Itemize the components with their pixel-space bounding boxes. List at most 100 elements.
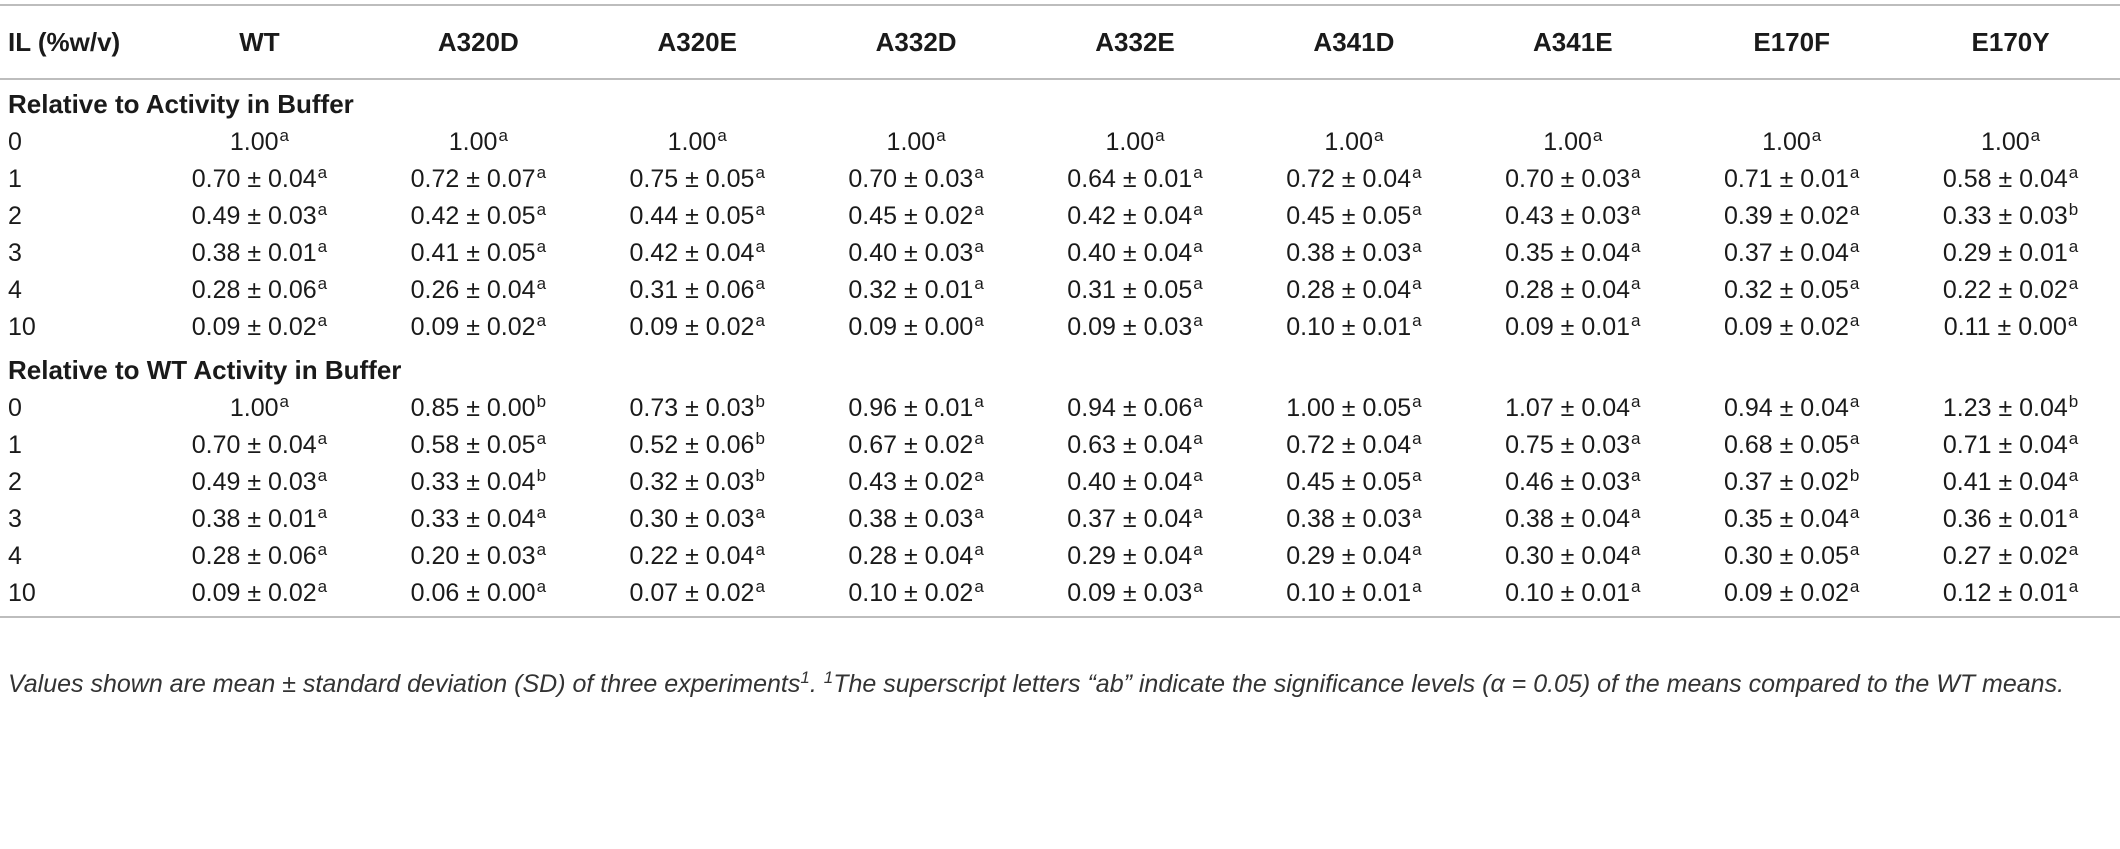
value-text: 0.09 ± 0.02 (410, 313, 536, 341)
value-cell: 0.31 ± 0.06a (588, 272, 807, 309)
significance-letter: a (536, 274, 547, 293)
value-cell: 0.49 ± 0.03a (150, 464, 369, 501)
value-cell: 1.00a (1026, 124, 1245, 161)
significance-letter: a (1631, 311, 1641, 330)
significance-letter: a (1193, 200, 1203, 219)
value-text: 0.38 ± 0.03 (1286, 505, 1412, 533)
value-cell: 0.68 ± 0.05a (1682, 427, 1901, 464)
value-text: 1.00 (667, 128, 717, 156)
value-cell: 0.40 ± 0.04a (1026, 235, 1245, 272)
significance-letter: a (1155, 126, 1165, 145)
value-cell: 0.41 ± 0.04a (1901, 464, 2120, 501)
significance-letter: a (536, 311, 547, 330)
value-cell: 0.09 ± 0.03a (1026, 309, 1245, 346)
value-text: 0.11 ± 0.00 (1943, 313, 2067, 341)
value-text: 0.09 ± 0.00 (848, 313, 974, 341)
value-cell: 0.27 ± 0.02a (1901, 538, 2120, 575)
significance-letter: a (755, 577, 765, 596)
value-text: 0.52 ± 0.06 (629, 431, 755, 459)
value-text: 0.71 ± 0.01 (1723, 165, 1849, 193)
value-text: 0.37 ± 0.02 (1723, 468, 1849, 496)
significance-letter: b (1849, 466, 1860, 485)
significance-letter: a (974, 503, 984, 522)
value-cell: 0.10 ± 0.01a (1244, 575, 1464, 618)
value-text: 0.75 ± 0.03 (1505, 431, 1631, 459)
value-text: 0.45 ± 0.05 (1286, 468, 1412, 496)
significance-letter: a (755, 311, 765, 330)
value-cell: 0.63 ± 0.04a (1026, 427, 1245, 464)
value-cell: 0.37 ± 0.04a (1026, 501, 1245, 538)
il-cell: 0 (8, 128, 22, 156)
value-text: 0.43 ± 0.02 (848, 468, 974, 496)
significance-letter: a (974, 311, 984, 330)
value-cell: 0.09 ± 0.02a (1682, 575, 1902, 618)
value-cell: 0.45 ± 0.05a (1244, 198, 1463, 235)
significance-letter: b (755, 392, 765, 411)
il-cell: 4 (8, 276, 22, 304)
significance-letter: a (2068, 466, 2079, 485)
significance-letter: a (1193, 311, 1203, 330)
significance-letter: b (536, 466, 547, 485)
significance-letter: a (536, 237, 547, 256)
value-cell: 0.72 ± 0.04a (1244, 161, 1463, 198)
value-cell: 0.26 ± 0.04a (369, 272, 588, 309)
significance-letter: a (1193, 237, 1203, 256)
value-text: 0.09 ± 0.02 (191, 579, 317, 607)
value-cell: 0.35 ± 0.04a (1682, 501, 1901, 538)
value-cell: 0.07 ± 0.02a (587, 575, 807, 618)
value-text: 0.70 ± 0.03 (1505, 165, 1631, 193)
value-text: 0.09 ± 0.01 (1505, 313, 1631, 341)
value-cell: 0.20 ± 0.03a (369, 538, 588, 575)
value-text: 0.32 ± 0.01 (848, 276, 974, 304)
significance-letter: a (1412, 466, 1422, 485)
value-cell: 0.29 ± 0.04a (1026, 538, 1245, 575)
value-text: 0.09 ± 0.02 (1723, 579, 1849, 607)
value-text: 0.63 ± 0.04 (1067, 431, 1193, 459)
value-cell: 0.73 ± 0.03b (588, 390, 807, 427)
significance-letter: a (1193, 274, 1203, 293)
significance-letter: a (1631, 466, 1641, 485)
value-text: 0.22 ± 0.02 (1942, 276, 2068, 304)
significance-letter: a (1849, 200, 1860, 219)
significance-letter: a (936, 126, 946, 145)
value-text: 0.28 ± 0.04 (848, 542, 974, 570)
value-text: 0.32 ± 0.03 (629, 468, 755, 496)
value-text: 0.44 ± 0.05 (629, 202, 755, 230)
significance-letter: a (536, 200, 547, 219)
value-cell: 0.29 ± 0.04a (1244, 538, 1463, 575)
value-cell: 0.38 ± 0.03a (1244, 501, 1463, 538)
value-cell: 0.94 ± 0.04a (1682, 390, 1901, 427)
value-text: 0.49 ± 0.03 (191, 202, 317, 230)
value-cell: 0.06 ± 0.00a (368, 575, 588, 618)
significance-letter: a (1412, 577, 1422, 596)
footnote-text-2: . (809, 670, 824, 698)
section-row: Relative to WT Activity in Buffer (0, 346, 2120, 390)
significance-letter: a (536, 429, 547, 448)
il-cell: 0 (8, 394, 22, 422)
header-row: IL (%w/v) WT A320D A320E A332D A332E A341D A34… (0, 4, 2120, 80)
significance-letter: a (1193, 163, 1203, 182)
value-cell: 1.00a (1682, 124, 1901, 161)
value-text: 0.85 ± 0.00 (410, 394, 536, 422)
column-header-e170y: E170Y (1901, 4, 2120, 80)
significance-letter: a (1849, 163, 1860, 182)
value-text: 0.73 ± 0.03 (629, 394, 755, 422)
value-cell: 0.32 ± 0.03b (588, 464, 807, 501)
table-footnote: Values shown are mean ± standard deviati… (8, 667, 2108, 702)
value-text: 1.00 (1324, 128, 1373, 156)
significance-letter: b (536, 392, 547, 411)
significance-letter: a (317, 163, 328, 182)
significance-letter: a (536, 503, 547, 522)
value-cell: 0.42 ± 0.05a (369, 198, 588, 235)
significance-letter: a (317, 237, 328, 256)
value-text: 0.58 ± 0.04 (1942, 165, 2068, 193)
value-text: 0.94 ± 0.04 (1723, 394, 1849, 422)
significance-letter: a (1849, 577, 1860, 596)
value-cell: 0.29 ± 0.01a (1901, 235, 2120, 272)
value-cell: 0.94 ± 0.06a (1026, 390, 1245, 427)
value-cell: 0.09 ± 0.01a (1463, 309, 1682, 346)
significance-letter: a (1193, 577, 1203, 596)
significance-letter: a (974, 540, 984, 559)
value-cell: 0.40 ± 0.03a (807, 235, 1026, 272)
value-cell: 0.72 ± 0.04a (1244, 427, 1463, 464)
